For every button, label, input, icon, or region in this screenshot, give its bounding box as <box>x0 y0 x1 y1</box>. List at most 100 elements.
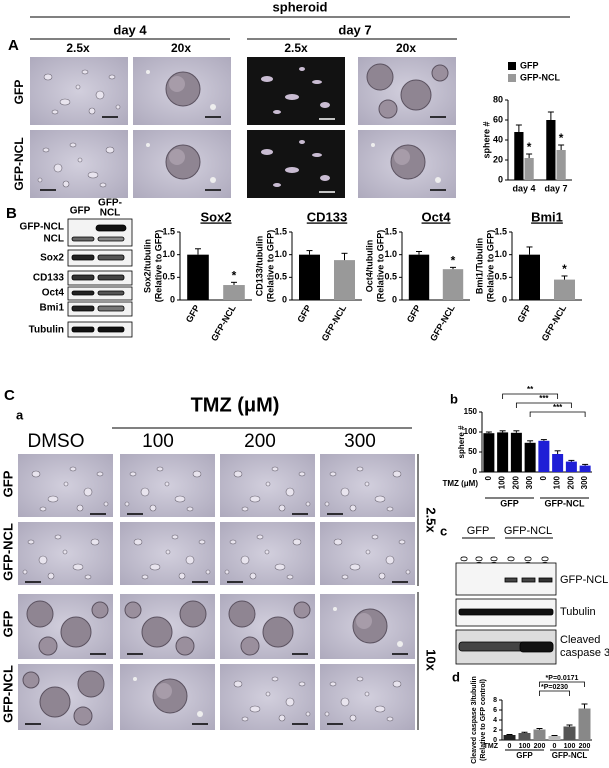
group-label: GFP-NCL <box>552 751 588 760</box>
column-label: 100 <box>142 431 174 452</box>
panel-letter: d <box>452 669 460 684</box>
micrograph <box>30 130 128 198</box>
y-tick-label: 0 <box>498 174 503 184</box>
micrograph <box>133 57 231 125</box>
y-axis-label: (Relative to GFP) <box>153 230 163 303</box>
y-tick-label: 4 <box>493 717 497 724</box>
band-label: GFP-NCL <box>20 222 64 233</box>
x-tick-label: 200 <box>579 743 591 750</box>
y-tick-label: 1.5 <box>274 226 287 236</box>
significance-label: ** <box>527 385 534 394</box>
row-label: GFP <box>0 470 15 497</box>
group-label: GFP <box>500 498 519 508</box>
micrograph <box>220 454 315 517</box>
y-tick-label: 0 <box>502 294 507 304</box>
x-tick-label: 100 <box>564 743 576 750</box>
y-axis-label: (Relative to GFP) <box>375 230 385 303</box>
annotation: * <box>232 268 237 282</box>
y-axis-label: (Relative to GFP control) <box>480 679 487 761</box>
micrograph <box>220 664 315 730</box>
row-label: GFP <box>12 80 26 105</box>
y-tick-label: 8 <box>493 697 497 704</box>
micrograph <box>18 454 113 517</box>
magnification: 20x <box>396 41 416 55</box>
y-axis-label: CD133/tubulin <box>254 236 264 297</box>
y-tick-label: 60 <box>493 114 503 124</box>
x-tick-label: 300 <box>580 475 589 489</box>
panel-letter: b <box>450 391 458 406</box>
day-label: day 4 <box>113 22 147 37</box>
lane-label: NCL <box>100 208 121 219</box>
bar <box>334 260 355 300</box>
band-label: GFP-NCL <box>560 574 608 586</box>
bar <box>538 440 550 472</box>
lane-label: GFP <box>70 206 91 217</box>
micrograph <box>18 594 113 659</box>
row-label: GFP-NCL <box>0 523 15 581</box>
magnification: 2.5x <box>284 41 308 55</box>
bar <box>548 736 561 740</box>
column-label: DMSO <box>28 431 85 452</box>
x-tick-label: 300 <box>525 475 534 489</box>
y-axis-label: Cleaved caspase 3/tubulin <box>471 676 478 764</box>
column-label: 200 <box>244 431 276 452</box>
x-tick-label: 100 <box>498 475 507 489</box>
legend-swatch <box>508 62 516 70</box>
magnification: 2.5x <box>424 507 439 533</box>
x-tick-label: GFP <box>405 303 423 324</box>
panel-letter: B <box>6 205 17 222</box>
significance-label: *P=0230 <box>541 684 568 691</box>
row-label: GFP-NCL <box>12 137 26 190</box>
y-tick-label: 1.0 <box>274 249 287 259</box>
y-tick-label: 2 <box>493 727 497 734</box>
x-axis-label: TMZ (μM) <box>442 479 478 488</box>
bar <box>223 285 245 300</box>
lane-label: GFP- <box>98 198 122 209</box>
magnification: 20x <box>171 41 191 55</box>
micrograph <box>120 522 215 585</box>
bar <box>442 269 464 300</box>
bar <box>578 708 591 740</box>
bar <box>519 254 540 300</box>
y-axis-label: (Relative to GFP) <box>485 230 495 303</box>
micrograph <box>320 454 415 517</box>
x-tick-label: day 7 <box>544 183 567 193</box>
x-tick-label: GFP <box>184 303 202 324</box>
x-tick-label: GFP-NCL <box>320 303 349 343</box>
band-label: Tubulin <box>29 325 64 336</box>
x-tick-label: GFP-NCL <box>209 303 238 343</box>
x-tick-label: 200 <box>511 475 520 489</box>
group-label: GFP <box>467 525 490 537</box>
bar <box>503 735 516 740</box>
x-tick-label: GFP <box>515 303 533 324</box>
band-label: CD133 <box>33 273 65 284</box>
x-tick-label: day 4 <box>512 183 535 193</box>
y-axis-label: sphere # <box>457 425 466 458</box>
micrograph <box>133 130 231 198</box>
micrograph <box>120 454 215 517</box>
band-label: NCL <box>43 234 64 245</box>
micrograph <box>320 664 415 730</box>
y-tick-label: 0.5 <box>274 272 287 282</box>
y-tick-label: 1.5 <box>494 226 507 236</box>
x-tick-label: GFP-NCL <box>540 303 569 343</box>
y-axis-label: Sox2/tubulin <box>142 239 152 293</box>
y-tick-label: 6 <box>493 707 497 714</box>
bar <box>533 729 546 740</box>
blot <box>67 218 133 338</box>
magnification: 2.5x <box>66 41 90 55</box>
micrograph-grid <box>18 454 415 730</box>
bar <box>554 279 575 300</box>
bar <box>552 454 564 472</box>
bar <box>524 158 534 180</box>
bar <box>510 432 522 472</box>
bar <box>408 254 430 300</box>
bar <box>187 254 209 300</box>
significance-bracket <box>502 393 559 399</box>
y-tick-label: 0 <box>392 294 397 304</box>
lane-label: 0 <box>460 556 471 562</box>
bar <box>483 433 495 472</box>
bar <box>563 726 576 740</box>
y-axis-label: Bmi1/Tubulin <box>474 238 484 294</box>
